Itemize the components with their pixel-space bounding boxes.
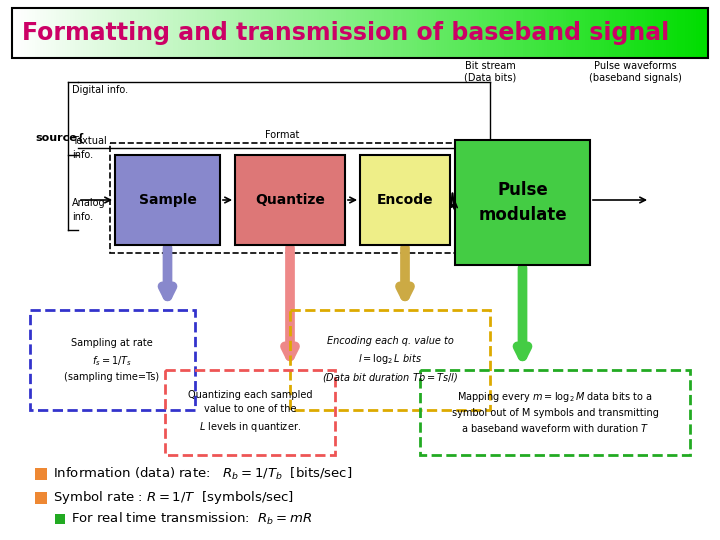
Text: Symbol rate : $R = 1/T$  [symbols/sec]: Symbol rate : $R = 1/T$ [symbols/sec] bbox=[53, 489, 294, 507]
Bar bbox=[115, 155, 220, 245]
Bar bbox=[35, 492, 47, 504]
Text: source{: source{ bbox=[35, 133, 85, 143]
Text: Format: Format bbox=[265, 130, 300, 140]
Text: Encode: Encode bbox=[377, 193, 433, 207]
Bar bbox=[12, 8, 708, 58]
Text: Textual
info.: Textual info. bbox=[72, 137, 107, 160]
Bar bbox=[35, 468, 47, 480]
Bar bbox=[55, 514, 65, 524]
Bar bbox=[110, 143, 455, 253]
Text: Pulse waveforms
(baseband signals): Pulse waveforms (baseband signals) bbox=[588, 61, 681, 83]
Text: Quantizing each sampled
value to one of the
$L$ levels in quantizer.: Quantizing each sampled value to one of … bbox=[188, 390, 312, 434]
Text: Analog
info.: Analog info. bbox=[72, 198, 106, 221]
Bar bbox=[165, 370, 335, 455]
Bar bbox=[360, 155, 450, 245]
Text: Mapping every $m = \log_2 M$ data bits to a
symbol out of M symbols and transmit: Mapping every $m = \log_2 M$ data bits t… bbox=[451, 389, 658, 435]
Text: Pulse
modulate: Pulse modulate bbox=[478, 181, 567, 224]
Text: Formatting and transmission of baseband signal: Formatting and transmission of baseband … bbox=[22, 21, 670, 45]
Text: Sample: Sample bbox=[138, 193, 197, 207]
Bar bbox=[235, 155, 345, 245]
Bar bbox=[455, 140, 590, 265]
Text: Quantize: Quantize bbox=[255, 193, 325, 207]
Bar bbox=[290, 310, 490, 410]
Bar bbox=[420, 370, 690, 455]
Text: For real time transmission:  $R_b = mR$: For real time transmission: $R_b = mR$ bbox=[71, 511, 312, 527]
Text: Bit stream
(Data bits): Bit stream (Data bits) bbox=[464, 61, 516, 83]
Text: Information (data) rate:   $R_b = 1/T_b$  [bits/sec]: Information (data) rate: $R_b = 1/T_b$ [… bbox=[53, 466, 352, 482]
Bar bbox=[30, 310, 195, 410]
Text: Sampling at rate
$f_s = 1/T_s$
(sampling time=Ts): Sampling at rate $f_s = 1/T_s$ (sampling… bbox=[64, 338, 160, 382]
Text: Digital info.: Digital info. bbox=[72, 85, 128, 95]
Text: Encoding each q. value to
$l = \log_2 L$ bits
(Data bit duration $Tb=Ts/l$): Encoding each q. value to $l = \log_2 L$… bbox=[322, 336, 458, 384]
